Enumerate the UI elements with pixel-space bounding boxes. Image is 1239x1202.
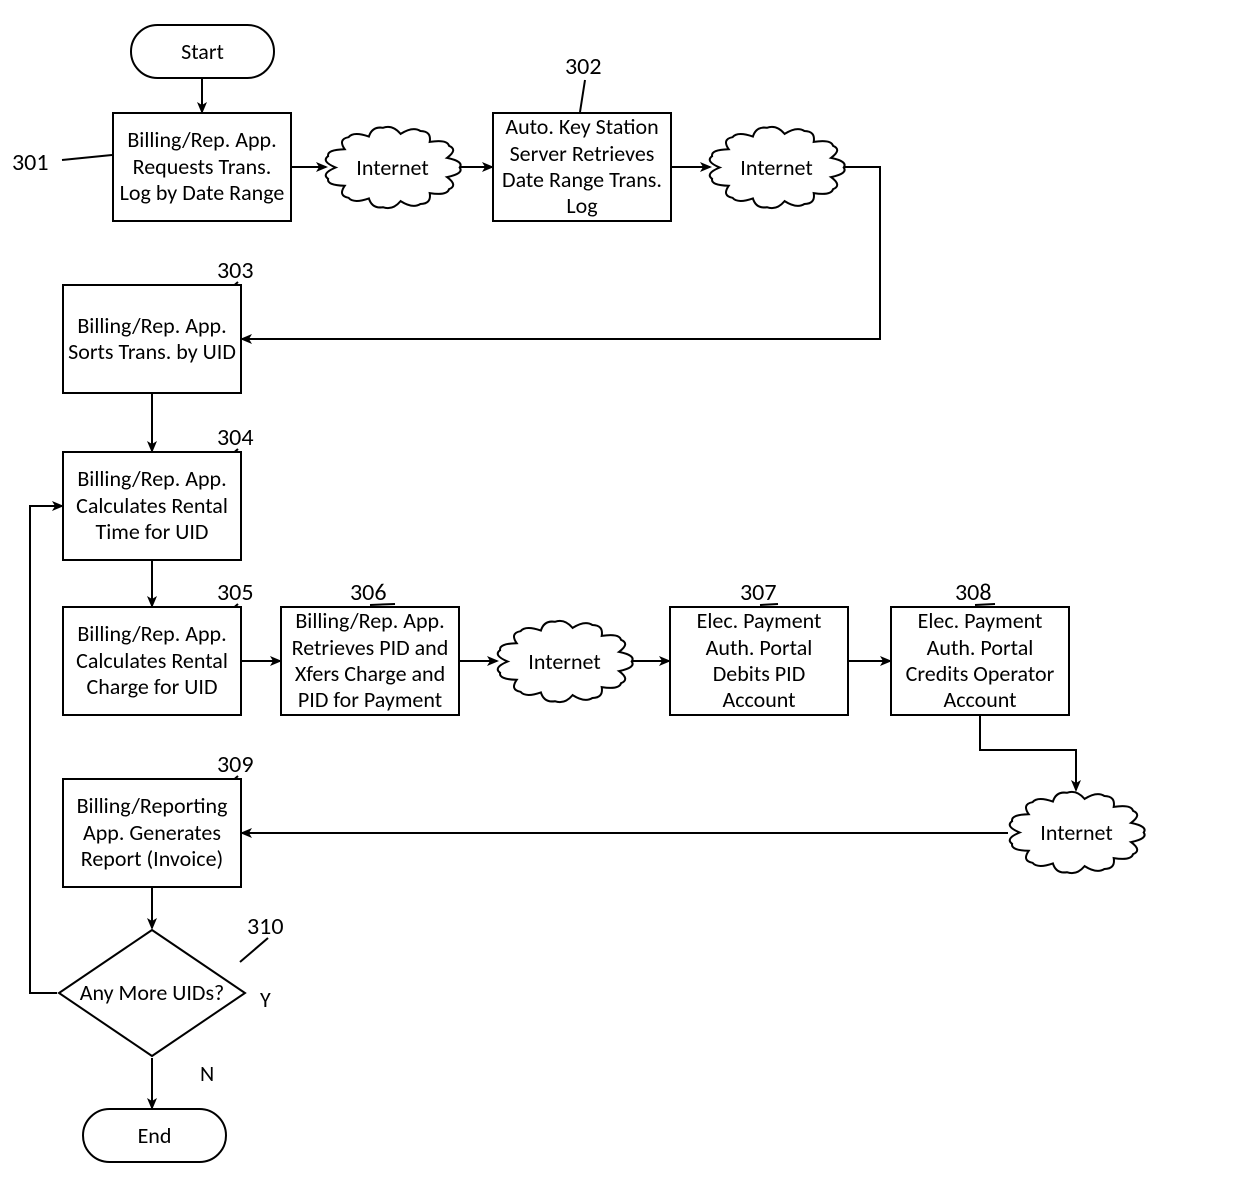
internet-cloud-2-label: Internet <box>740 154 812 181</box>
internet-cloud-3: Internet <box>492 614 637 709</box>
process-303: Billing/Rep. App. Sorts Trans. by UID <box>62 284 242 394</box>
ref-306: 306 <box>350 578 387 607</box>
process-305: Billing/Rep. App. Calculates Rental Char… <box>62 606 242 716</box>
start-label: Start <box>181 38 224 65</box>
process-309: Billing/Reporting App. Generates Report … <box>62 778 242 888</box>
process-309-label: Billing/Reporting App. Generates Report … <box>68 793 236 872</box>
decision-no-label: N <box>200 1060 214 1087</box>
process-303-label: Billing/Rep. App. Sorts Trans. by UID <box>68 313 236 366</box>
internet-cloud-4: Internet <box>1004 785 1149 880</box>
ref-307: 307 <box>740 578 777 607</box>
decision-310: Any More UIDs? <box>57 928 247 1058</box>
ref-301: 301 <box>12 148 49 177</box>
process-306-label: Billing/Rep. App. Retrieves PID and Xfer… <box>286 608 454 714</box>
internet-cloud-4-label: Internet <box>1040 819 1112 846</box>
process-308-label: Elec. Payment Auth. Portal Credits Opera… <box>896 608 1064 714</box>
internet-cloud-1-label: Internet <box>356 154 428 181</box>
ref-305: 305 <box>217 578 254 607</box>
ref-310: 310 <box>247 912 284 941</box>
process-301-label: Billing/Rep. App. Requests Trans. Log by… <box>118 127 286 206</box>
end-terminator: End <box>82 1108 227 1163</box>
internet-cloud-1: Internet <box>320 120 465 215</box>
process-302-label: Auto. Key Station Server Retrieves Date … <box>498 114 666 220</box>
internet-cloud-2: Internet <box>704 120 849 215</box>
internet-cloud-3-label: Internet <box>528 648 600 675</box>
ref-303: 303 <box>217 256 254 285</box>
end-label: End <box>138 1122 172 1149</box>
process-307: Elec. Payment Auth. Portal Debits PID Ac… <box>669 606 849 716</box>
process-306: Billing/Rep. App. Retrieves PID and Xfer… <box>280 606 460 716</box>
ref-309: 309 <box>217 750 254 779</box>
process-305-label: Billing/Rep. App. Calculates Rental Char… <box>68 621 236 700</box>
start-terminator: Start <box>130 24 275 79</box>
process-301: Billing/Rep. App. Requests Trans. Log by… <box>112 112 292 222</box>
process-307-label: Elec. Payment Auth. Portal Debits PID Ac… <box>675 608 843 714</box>
process-302: Auto. Key Station Server Retrieves Date … <box>492 112 672 222</box>
decision-310-label: Any More UIDs? <box>80 980 225 1005</box>
process-304-label: Billing/Rep. App. Calculates Rental Time… <box>68 466 236 545</box>
ref-302: 302 <box>565 52 602 81</box>
flowchart-canvas: Start End Billing/Rep. App. Requests Tra… <box>0 0 1239 1202</box>
process-304: Billing/Rep. App. Calculates Rental Time… <box>62 451 242 561</box>
decision-yes-label: Y <box>260 986 271 1013</box>
ref-304: 304 <box>217 423 254 452</box>
ref-308: 308 <box>955 578 992 607</box>
process-308: Elec. Payment Auth. Portal Credits Opera… <box>890 606 1070 716</box>
